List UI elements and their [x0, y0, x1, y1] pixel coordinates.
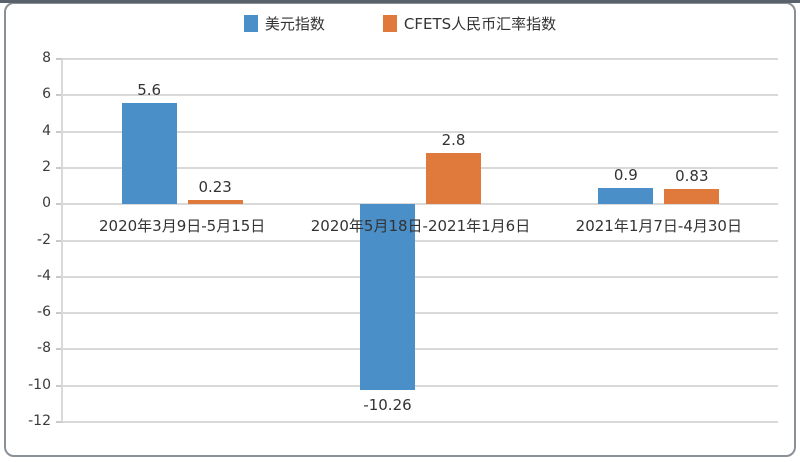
y-axis-tick-mark: [56, 312, 63, 315]
y-axis-tick-label: 8: [42, 50, 51, 66]
y-axis-tick-mark: [56, 239, 63, 242]
bar-value-label: 5.6: [137, 80, 162, 99]
y-axis-tick-mark: [56, 275, 63, 278]
y-axis-tick-mark: [56, 203, 63, 206]
bar-value-label: 0.9: [613, 165, 638, 184]
gridline: [63, 94, 778, 97]
y-axis-tick-label: -4: [37, 267, 51, 284]
y-axis-tick-label: 2: [42, 158, 51, 175]
bar-value-label: -10.26: [363, 396, 412, 415]
bar-value-label: 0.83: [675, 167, 709, 186]
legend-swatch-cfets-icon: [382, 15, 397, 32]
bar-usd-index: [598, 187, 654, 205]
gridline: [63, 203, 778, 206]
x-axis-category-label: 2020年5月18日-2021年1月6日: [310, 217, 531, 236]
y-axis-tick-label: -2: [37, 231, 51, 248]
y-axis-tick-label: -10: [28, 376, 51, 393]
legend-label-cfets: CFETS人民币汇率指数: [403, 15, 557, 33]
y-axis-tick-mark: [56, 421, 63, 423]
y-axis-line: [61, 59, 63, 422]
y-axis-tick-mark: [56, 130, 63, 133]
bar-value-label: 2.8: [441, 131, 466, 150]
y-axis-tick-label: 6: [42, 86, 51, 103]
y-axis-tick-mark: [56, 58, 63, 60]
gridline: [63, 384, 778, 387]
y-axis-tick-mark: [56, 166, 63, 169]
legend-swatch-usd-icon: [243, 15, 258, 32]
legend-label-usd: 美元指数: [264, 15, 325, 33]
gridline: [63, 348, 778, 351]
gridline: [63, 130, 778, 133]
y-axis-tick-mark: [56, 94, 63, 97]
x-axis-category-label: 2020年3月9日-5月15日: [99, 217, 266, 236]
legend-item-cfets-index: CFETS人民币汇率指数: [382, 13, 557, 34]
chart-legend: 美元指数 CFETS人民币汇率指数: [0, 13, 800, 34]
y-axis-tick-label: 0: [42, 195, 51, 212]
y-axis-tick-mark: [56, 348, 63, 351]
gridline: [63, 312, 778, 315]
y-axis-tick-label: -8: [37, 340, 51, 357]
bar-value-label: 0.23: [198, 178, 232, 197]
gridline: [63, 166, 778, 169]
bar-cfets-index: [187, 200, 243, 205]
gridline: [63, 275, 778, 278]
y-axis-tick-label: -12: [28, 413, 51, 429]
bar-usd-index: [121, 102, 177, 205]
bar-cfets-index: [426, 153, 481, 205]
y-axis-tick-label: -6: [37, 304, 51, 321]
gridline: [63, 58, 778, 60]
bar-cfets-index: [664, 189, 720, 205]
x-axis-category-label: 2021年1月7日-4月30日: [575, 217, 742, 236]
y-axis-tick-label: 4: [42, 122, 51, 139]
y-axis-tick-mark: [56, 384, 63, 387]
legend-item-usd-index: 美元指数: [243, 13, 325, 34]
gridline: [63, 239, 778, 242]
gridline: [63, 421, 778, 423]
bar-usd-index: [360, 204, 415, 391]
top-border-line: [0, 0, 800, 3]
chart-frame: [4, 2, 796, 457]
